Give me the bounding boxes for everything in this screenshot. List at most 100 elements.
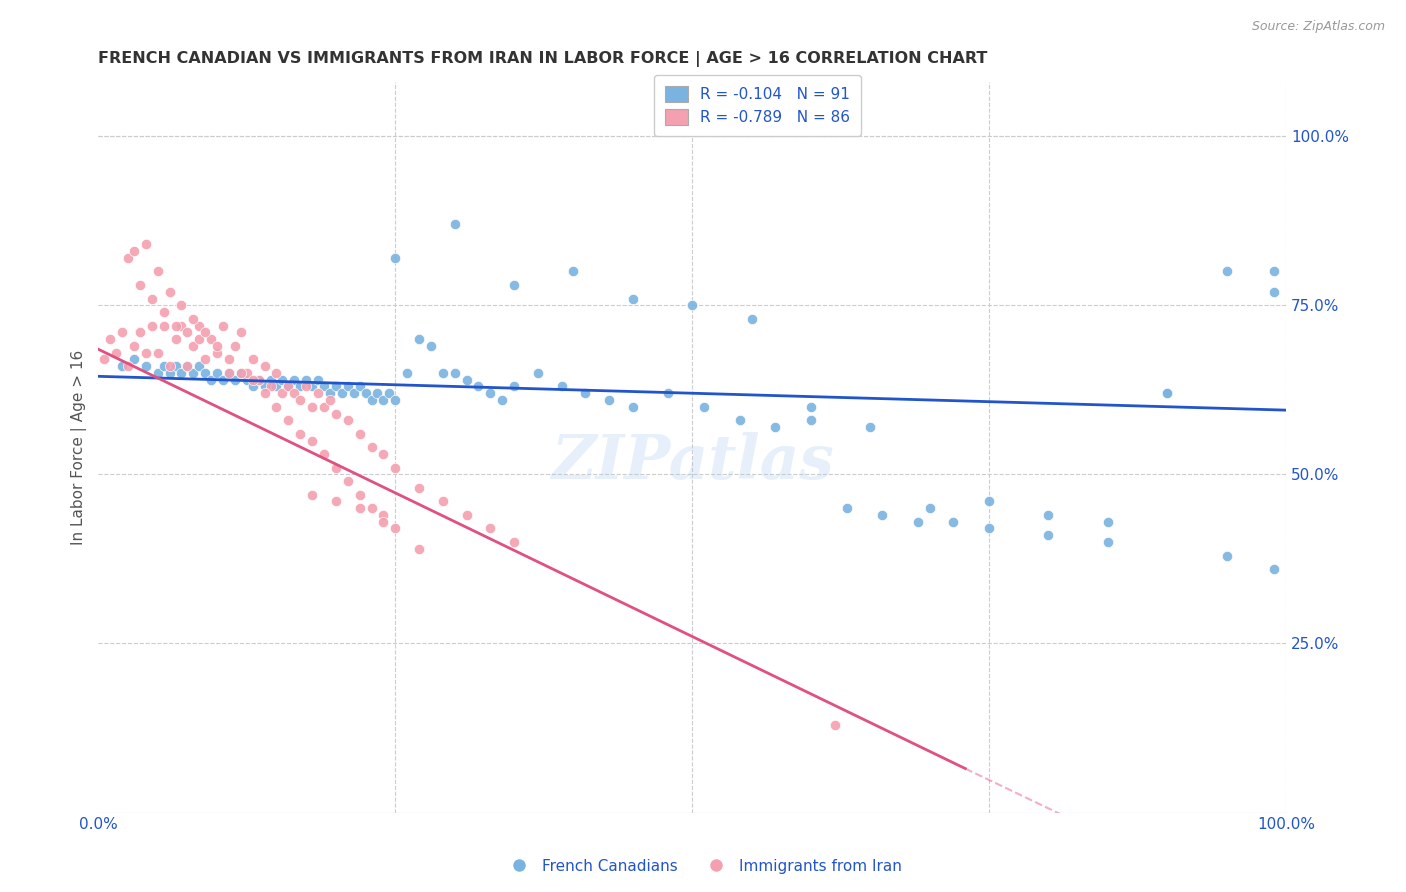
- Point: [194, 326, 217, 340]
- Point: [266, 379, 288, 393]
- Point: [1263, 562, 1285, 576]
- Point: [800, 413, 823, 427]
- Point: [870, 508, 893, 522]
- Point: [146, 345, 169, 359]
- Point: [835, 501, 858, 516]
- Point: [384, 251, 406, 265]
- Point: [242, 379, 264, 393]
- Point: [277, 379, 299, 393]
- Point: [349, 379, 371, 393]
- Point: [271, 386, 294, 401]
- Point: [1097, 535, 1119, 549]
- Point: [432, 494, 454, 508]
- Point: [141, 292, 163, 306]
- Point: [301, 379, 323, 393]
- Point: [183, 311, 205, 326]
- Point: [253, 386, 276, 401]
- Point: [1038, 528, 1060, 542]
- Point: [681, 298, 703, 312]
- Point: [360, 501, 382, 516]
- Point: [443, 217, 465, 231]
- Point: [247, 373, 270, 387]
- Point: [1215, 264, 1237, 278]
- Point: [373, 392, 395, 407]
- Point: [1038, 508, 1060, 522]
- Point: [290, 426, 312, 441]
- Point: [129, 278, 152, 293]
- Point: [218, 366, 240, 380]
- Point: [200, 373, 222, 387]
- Point: [135, 359, 157, 374]
- Point: [325, 460, 347, 475]
- Point: [1156, 386, 1178, 401]
- Point: [212, 318, 235, 333]
- Point: [396, 366, 419, 380]
- Point: [349, 488, 371, 502]
- Point: [295, 379, 318, 393]
- Point: [336, 379, 359, 393]
- Point: [479, 521, 502, 535]
- Point: [360, 392, 382, 407]
- Point: [188, 318, 211, 333]
- Point: [277, 413, 299, 427]
- Point: [117, 359, 139, 374]
- Point: [319, 392, 342, 407]
- Point: [301, 434, 323, 448]
- Point: [295, 373, 318, 387]
- Point: [360, 440, 382, 454]
- Point: [152, 305, 174, 319]
- Point: [111, 359, 134, 374]
- Point: [259, 373, 281, 387]
- Point: [283, 386, 305, 401]
- Point: [152, 318, 174, 333]
- Point: [824, 717, 846, 731]
- Point: [373, 447, 395, 461]
- Point: [366, 386, 388, 401]
- Point: [325, 407, 347, 421]
- Point: [301, 488, 323, 502]
- Point: [176, 326, 198, 340]
- Point: [503, 278, 526, 293]
- Point: [562, 264, 585, 278]
- Point: [373, 515, 395, 529]
- Point: [307, 373, 329, 387]
- Point: [170, 318, 193, 333]
- Point: [159, 359, 181, 374]
- Point: [129, 326, 152, 340]
- Point: [165, 359, 187, 374]
- Point: [183, 339, 205, 353]
- Point: [290, 392, 312, 407]
- Point: [1097, 515, 1119, 529]
- Point: [526, 366, 548, 380]
- Point: [176, 359, 198, 374]
- Point: [236, 366, 259, 380]
- Point: [200, 332, 222, 346]
- Point: [242, 373, 264, 387]
- Point: [349, 426, 371, 441]
- Point: [253, 379, 276, 393]
- Legend: French Canadians, Immigrants from Iran: French Canadians, Immigrants from Iran: [498, 853, 908, 880]
- Point: [247, 373, 270, 387]
- Point: [170, 298, 193, 312]
- Point: [325, 494, 347, 508]
- Point: [111, 326, 134, 340]
- Point: [253, 359, 276, 374]
- Point: [277, 379, 299, 393]
- Point: [325, 379, 347, 393]
- Point: [1263, 264, 1285, 278]
- Point: [141, 318, 163, 333]
- Point: [373, 508, 395, 522]
- Y-axis label: In Labor Force | Age > 16: In Labor Force | Age > 16: [72, 350, 87, 545]
- Point: [728, 413, 751, 427]
- Point: [122, 352, 145, 367]
- Point: [384, 460, 406, 475]
- Point: [188, 359, 211, 374]
- Point: [456, 508, 478, 522]
- Point: [378, 386, 401, 401]
- Text: Source: ZipAtlas.com: Source: ZipAtlas.com: [1251, 20, 1385, 33]
- Point: [271, 373, 294, 387]
- Point: [93, 352, 115, 367]
- Point: [319, 386, 342, 401]
- Point: [467, 379, 489, 393]
- Point: [942, 515, 965, 529]
